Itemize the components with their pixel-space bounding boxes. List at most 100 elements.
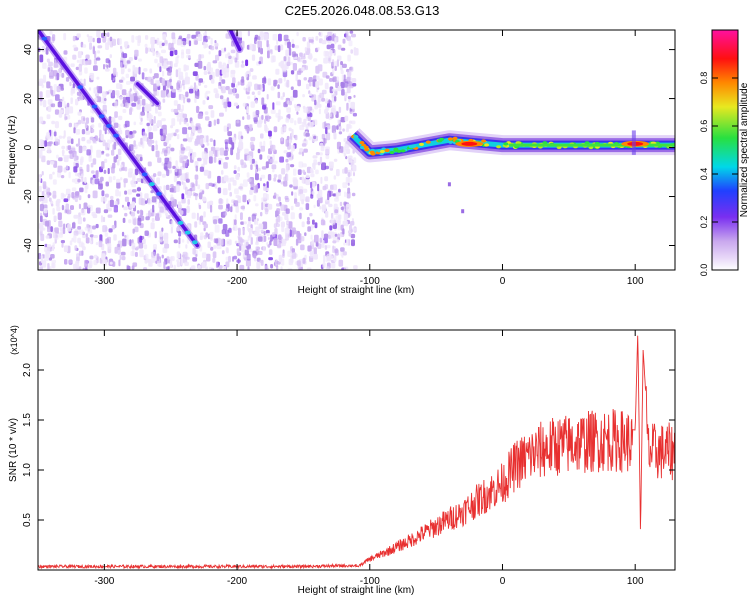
- noise-cell: [342, 128, 345, 132]
- noise-cell: [270, 109, 276, 114]
- snr-x-label: Height of straight line (km): [298, 585, 415, 596]
- noise-cell: [215, 261, 219, 269]
- noise-cell: [235, 174, 240, 180]
- noise-cell: [122, 109, 127, 113]
- noise-cell: [283, 126, 287, 132]
- noise-cell: [177, 103, 181, 111]
- noise-cell: [84, 67, 88, 74]
- noise-cell: [134, 226, 139, 233]
- noise-cell: [263, 230, 266, 236]
- y-tick-label: 1.0: [22, 463, 33, 477]
- noise-cell: [347, 54, 351, 62]
- noise-cell: [161, 42, 165, 47]
- noise-cell: [213, 119, 216, 126]
- noise-cell: [275, 218, 279, 225]
- noise-cell: [327, 192, 330, 201]
- tone-band-speck: [588, 145, 594, 150]
- noise-cell: [91, 128, 95, 133]
- noise-cell: [309, 54, 312, 60]
- noise-cell: [206, 135, 209, 143]
- noise-cell: [334, 65, 337, 71]
- noise-cell: [267, 78, 272, 86]
- tone-band-speck: [425, 140, 431, 144]
- noise-cell: [212, 257, 216, 263]
- noise-cell: [156, 122, 161, 127]
- noise-cell: [302, 59, 307, 64]
- noise-cell: [136, 106, 141, 110]
- noise-cell: [285, 138, 289, 147]
- chirp-point: [77, 85, 84, 90]
- noise-cell: [346, 102, 349, 111]
- noise-cell: [258, 61, 262, 65]
- colorbar-tick-label: 0.2: [699, 216, 709, 229]
- noise-cell: [273, 238, 279, 246]
- noise-cell: [255, 184, 259, 193]
- noise-cell: [54, 109, 60, 115]
- noise-cell: [295, 73, 298, 82]
- noise-cell: [210, 204, 213, 213]
- noise-cell: [57, 212, 62, 220]
- noise-cell: [134, 67, 139, 74]
- noise-cell: [243, 87, 246, 91]
- noise-cell: [77, 226, 82, 230]
- noise-cell: [205, 183, 210, 190]
- noise-cell: [74, 172, 80, 177]
- noise-cell: [124, 44, 128, 48]
- noise-cell: [237, 166, 240, 172]
- noise-cell: [249, 43, 253, 51]
- noise-cell: [63, 50, 68, 55]
- noise-cell: [78, 195, 82, 201]
- tone-band-speck: [447, 137, 453, 141]
- noise-cell: [349, 30, 354, 34]
- noise-cell: [210, 110, 215, 118]
- noise-cell: [225, 261, 230, 268]
- noise-cell: [136, 178, 141, 182]
- noise-cell: [67, 223, 71, 232]
- noise-cell: [162, 70, 165, 77]
- noise-cell: [275, 112, 280, 118]
- noise-cell: [80, 173, 84, 177]
- noise-cell: [325, 127, 328, 135]
- noise-cell: [73, 234, 77, 243]
- noise-cell: [351, 120, 356, 125]
- noise-cell: [140, 111, 145, 116]
- noise-cell: [173, 63, 178, 68]
- noise-cell: [242, 227, 245, 236]
- noise-cell: [213, 139, 216, 147]
- noise-cell: [344, 167, 348, 174]
- noise-cell: [206, 253, 211, 262]
- noise-cell: [257, 121, 262, 128]
- noise-cell: [46, 58, 50, 63]
- noise-cell: [325, 266, 330, 270]
- noise-cell: [116, 160, 120, 166]
- noise-cell: [305, 179, 310, 186]
- noise-cell: [159, 66, 162, 73]
- noise-cell: [191, 34, 197, 39]
- snr-y-axis: 0.5 1.0 1.5 2.0: [22, 363, 675, 527]
- noise-cell: [299, 212, 302, 220]
- noise-cell: [188, 40, 192, 47]
- noise-cell: [234, 57, 238, 63]
- noise-cell: [68, 171, 71, 179]
- noise-cell: [327, 31, 332, 36]
- noise-cell: [267, 50, 270, 59]
- noise-cell: [197, 60, 203, 69]
- noise-cell: [347, 155, 353, 163]
- noise-cell: [272, 169, 275, 173]
- noise-cell: [131, 180, 136, 188]
- noise-cell: [72, 44, 77, 48]
- noise-cell: [139, 209, 143, 217]
- noise-cell: [246, 155, 251, 161]
- noise-cell: [305, 203, 310, 210]
- noise-cell: [139, 156, 143, 162]
- noise-cell: [89, 136, 94, 141]
- noise-cell: [77, 178, 81, 183]
- noise-cell: [337, 119, 341, 124]
- noise-cell: [218, 265, 223, 269]
- noise-cell: [257, 40, 262, 49]
- noise-cell: [161, 173, 166, 178]
- noise-cell: [106, 64, 109, 69]
- noise-cell: [154, 58, 158, 64]
- noise-cell: [253, 258, 257, 262]
- noise-cell: [352, 164, 357, 172]
